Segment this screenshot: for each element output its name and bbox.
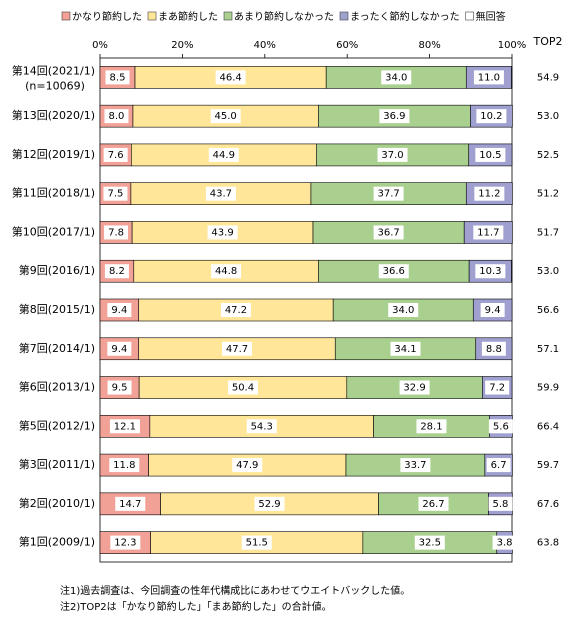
- data-label: 43.9: [211, 227, 233, 238]
- data-label: 11.2: [478, 189, 500, 200]
- top2-value: 54.9: [537, 72, 559, 83]
- category-label: 第3回(2011/1): [19, 457, 95, 471]
- data-label: 26.7: [422, 499, 444, 510]
- legend-label: あまり節約しなかった: [234, 10, 334, 23]
- data-label: 8.5: [110, 72, 126, 83]
- data-label: 3.8: [497, 538, 513, 549]
- top2-value: 53.0: [537, 111, 559, 122]
- data-label: 9.4: [111, 305, 127, 316]
- data-label: 51.5: [246, 538, 268, 549]
- data-label: 44.9: [213, 150, 235, 161]
- data-label: 11.0: [478, 72, 500, 83]
- data-label: 12.3: [114, 538, 136, 549]
- data-label: 52.9: [258, 499, 280, 510]
- top2-value: 67.6: [537, 499, 559, 510]
- top2-value: 63.8: [537, 538, 559, 549]
- x-tick-label: 80%: [418, 40, 440, 51]
- data-label: 10.5: [479, 150, 501, 161]
- legend-label: まったく節約しなかった: [350, 10, 460, 23]
- top2-value: 51.7: [537, 227, 559, 238]
- data-label: 5.8: [493, 499, 509, 510]
- data-label: 28.1: [420, 421, 442, 432]
- data-label: 36.7: [377, 227, 399, 238]
- x-tick-label: 40%: [254, 40, 276, 51]
- data-label: 47.9: [236, 460, 258, 471]
- data-label: 34.1: [394, 344, 416, 355]
- category-label: 第10回(2017/1): [12, 224, 95, 238]
- x-tick-label: 20%: [171, 40, 193, 51]
- data-label: 11.8: [113, 460, 135, 471]
- data-label: 9.5: [112, 383, 128, 394]
- top2-value: 59.9: [537, 383, 559, 394]
- category-label: 第2回(2010/1): [19, 496, 95, 510]
- data-label: 14.7: [119, 499, 141, 510]
- top2-value: 66.4: [537, 421, 559, 432]
- x-tick-label: 60%: [336, 40, 358, 51]
- data-label: 34.0: [392, 305, 414, 316]
- data-label: 43.7: [210, 189, 232, 200]
- top2-value: 51.2: [537, 189, 559, 200]
- legend-swatch: [148, 12, 156, 20]
- legend-label: 無回答: [476, 10, 506, 23]
- top2-value: 53.0: [537, 266, 559, 277]
- data-label: 7.2: [489, 383, 505, 394]
- category-label: 第6回(2013/1): [19, 380, 95, 394]
- data-label: 45.0: [215, 111, 237, 122]
- category-label: 第7回(2014/1): [19, 341, 95, 355]
- data-label: 54.3: [251, 421, 273, 432]
- data-label: 10.2: [480, 111, 502, 122]
- data-label: 10.3: [479, 266, 501, 277]
- data-label: 8.8: [486, 344, 502, 355]
- legend-label: まあ節約した: [158, 10, 218, 23]
- x-tick-label: 100%: [498, 40, 527, 51]
- data-label: 32.9: [403, 383, 425, 394]
- category-label: 第1回(2009/1): [19, 535, 95, 549]
- data-label: 11.7: [477, 227, 499, 238]
- top2-title: TOP2: [532, 35, 562, 48]
- sample-note: (n=10069): [25, 79, 85, 92]
- top2-value: 57.1: [537, 344, 559, 355]
- top2-value: 56.6: [537, 305, 559, 316]
- data-label: 8.2: [109, 266, 125, 277]
- top2-value: 59.7: [537, 460, 559, 471]
- category-label: 第9回(2016/1): [19, 263, 95, 277]
- data-label: 32.5: [419, 538, 441, 549]
- note: 注2)TOP2は「かなり節約した」「まあ節約した」の合計値。: [60, 600, 332, 613]
- data-label: 37.7: [377, 189, 399, 200]
- legend-swatch: [466, 12, 474, 20]
- data-label: 7.8: [108, 227, 124, 238]
- data-label: 9.4: [485, 305, 501, 316]
- data-label: 36.9: [383, 111, 405, 122]
- data-label: 50.4: [232, 383, 254, 394]
- data-label: 8.0: [109, 111, 125, 122]
- legend-swatch: [62, 12, 70, 20]
- note: 注1)過去調査は、今回調査の性年代構成比にあわせてウエイトバックした値。: [60, 584, 410, 597]
- data-label: 7.6: [108, 150, 124, 161]
- data-label: 36.6: [383, 266, 405, 277]
- data-label: 44.8: [215, 266, 237, 277]
- data-label: 47.7: [226, 344, 248, 355]
- category-label: 第13回(2020/1): [12, 108, 95, 122]
- category-label: 第8回(2015/1): [19, 302, 95, 316]
- data-label: 7.5: [107, 189, 123, 200]
- legend-label: かなり節約した: [72, 10, 142, 23]
- top2-value: 52.5: [537, 150, 559, 161]
- data-label: 37.0: [381, 150, 403, 161]
- x-tick-label: 0%: [92, 40, 108, 51]
- data-label: 34.0: [385, 72, 407, 83]
- data-label: 6.7: [491, 460, 507, 471]
- legend-swatch: [224, 12, 232, 20]
- data-label: 5.6: [493, 421, 509, 432]
- category-label: 第5回(2012/1): [19, 418, 95, 432]
- category-label: 第11回(2018/1): [12, 186, 95, 200]
- data-label: 46.4: [219, 72, 241, 83]
- category-label: 第14回(2021/1): [12, 63, 95, 77]
- data-label: 33.7: [404, 460, 426, 471]
- category-label: 第12回(2019/1): [12, 147, 95, 161]
- data-label: 12.1: [114, 421, 136, 432]
- data-label: 47.2: [225, 305, 247, 316]
- data-label: 9.4: [111, 344, 127, 355]
- legend-swatch: [340, 12, 348, 20]
